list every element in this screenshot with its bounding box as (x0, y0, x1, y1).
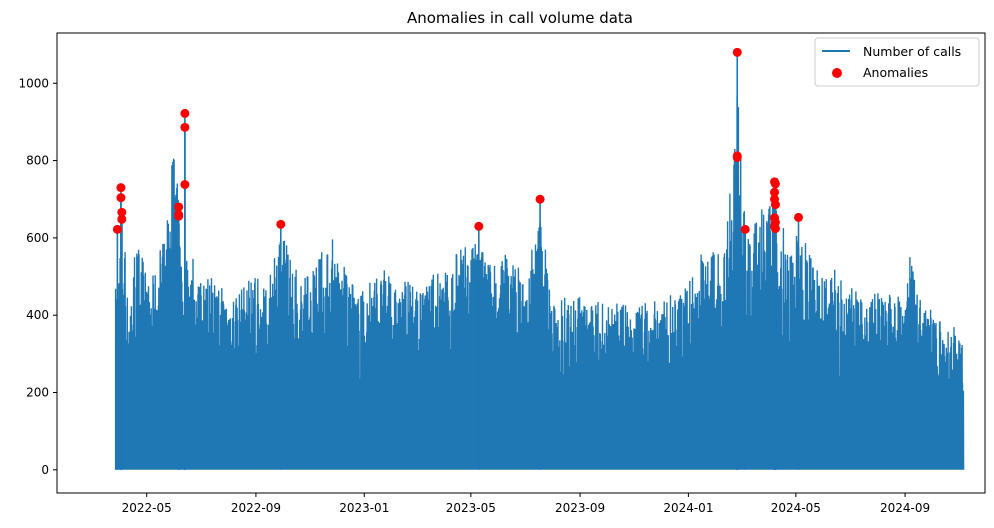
anomaly-point (116, 193, 126, 203)
anomaly-point (770, 179, 780, 189)
y-tick-label: 1000 (18, 76, 49, 90)
y-tick-label: 200 (26, 385, 49, 399)
anomaly-point (180, 108, 190, 118)
plot-series (112, 47, 965, 470)
y-tick-label: 600 (26, 231, 49, 245)
y-tick-label: 800 (26, 154, 49, 168)
legend-box (814, 37, 980, 87)
anomaly-point (117, 207, 127, 217)
anomaly-point (174, 202, 184, 212)
y-axis: 0 200 400 600 800 1000 (18, 76, 57, 477)
x-tick-label: 2024-01 (663, 501, 713, 515)
x-tick-label: 2024-09 (880, 501, 930, 515)
anomaly-point (112, 224, 122, 234)
anomaly-point (276, 219, 286, 229)
anomaly-point (770, 200, 780, 210)
anomaly-point (117, 214, 127, 224)
x-tick-label: 2023-09 (555, 501, 605, 515)
anomaly-point (770, 224, 780, 234)
anomaly-point (474, 221, 484, 231)
anomaly-point (180, 180, 190, 190)
anomaly-point (794, 212, 804, 222)
x-tick-label: 2023-01 (339, 501, 389, 515)
x-axis: 2022-05 2022-09 2023-01 2023-05 2023-09 2024-… (122, 493, 930, 515)
x-tick-label: 2023-05 (446, 501, 496, 515)
anomaly-point (180, 122, 190, 132)
anomaly-point (740, 224, 750, 234)
plot-frame (56, 32, 986, 494)
anomaly-point (535, 194, 545, 204)
anomaly-point (770, 187, 780, 197)
y-tick-label: 400 (26, 308, 49, 322)
chart-title: Anomalies in call volume data (407, 9, 633, 27)
x-tick-label: 2022-09 (231, 501, 281, 515)
x-tick-label: 2022-05 (122, 501, 172, 515)
x-tick-label: 2024-05 (771, 501, 821, 515)
anomaly-point (116, 183, 126, 193)
anomaly-point (174, 211, 184, 221)
anomaly-point (732, 152, 742, 162)
legend-label-anomalies: Anomalies (863, 65, 928, 80)
anomaly-point (732, 47, 742, 57)
legend-label-calls: Number of calls (863, 44, 961, 59)
y-tick-label: 0 (41, 463, 49, 477)
legend-marker-swatch (832, 68, 842, 78)
legend: Number of calls Anomalies (814, 37, 980, 87)
